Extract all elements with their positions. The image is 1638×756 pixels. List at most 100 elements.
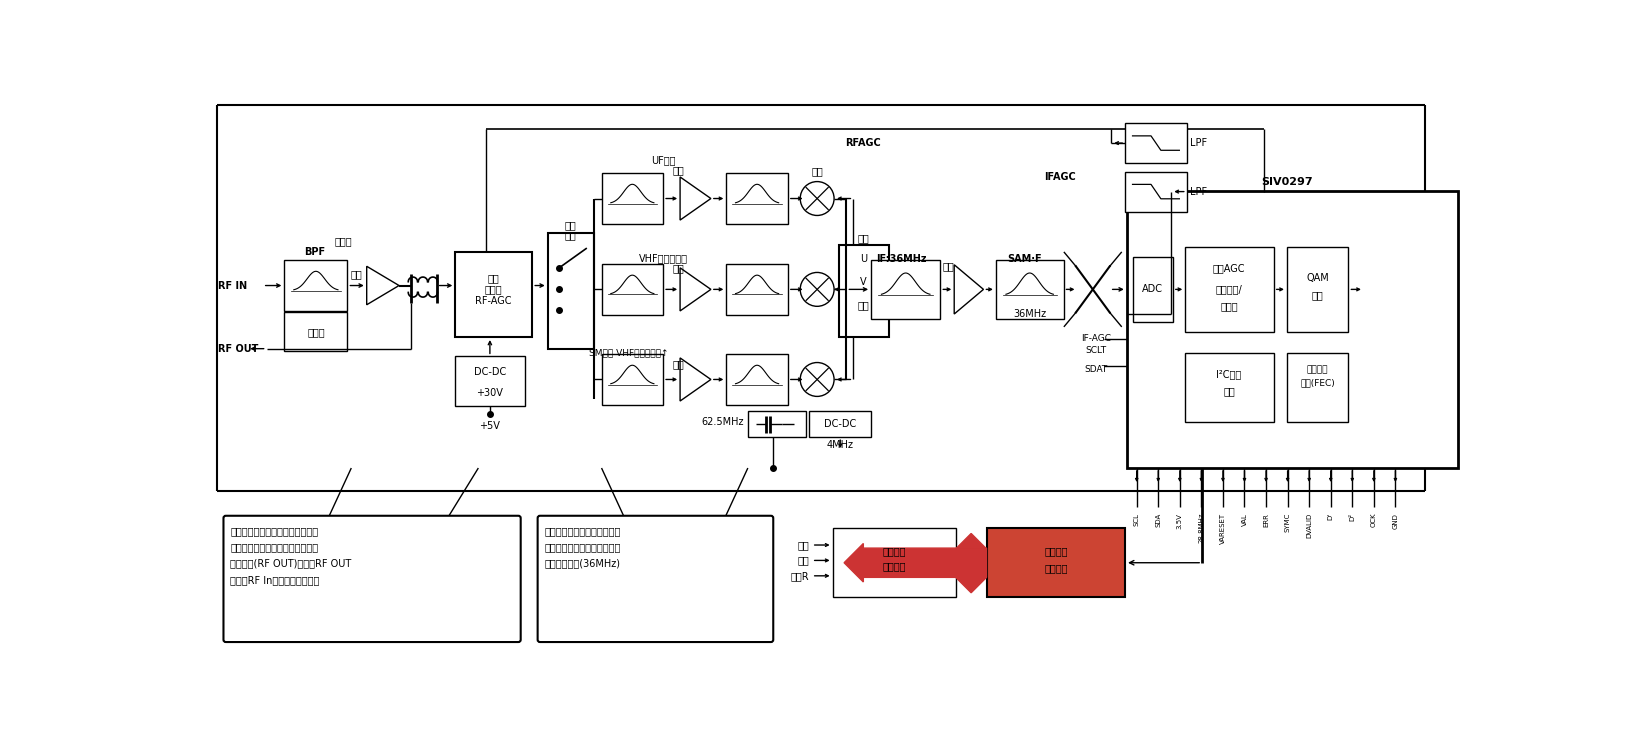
Bar [726,264,788,314]
Text: D²: D² [1350,513,1355,521]
Bar [601,264,663,314]
Bar [1186,247,1274,332]
Text: 音频: 音频 [798,556,809,565]
Text: 28.8MHz: 28.8MHz [1199,513,1204,543]
Text: 3.5V: 3.5V [1176,513,1183,528]
Text: IF:36MHz: IF:36MHz [876,253,927,264]
Text: 旁通道: 旁通道 [306,327,324,336]
Text: ADC: ADC [1142,284,1163,294]
Text: RF OUT: RF OUT [218,344,259,354]
FancyArrow shape [844,544,986,582]
Text: DC-DC: DC-DC [473,367,506,376]
Text: SYMC: SYMC [1284,513,1291,532]
Bar [285,260,347,311]
Bar [726,173,788,224]
Text: SIV0297: SIV0297 [1261,177,1312,187]
FancyBboxPatch shape [537,516,773,642]
Bar [1125,172,1188,212]
Text: 分路器: 分路器 [334,236,352,246]
Text: VAL: VAL [1242,513,1248,525]
Text: +30V: +30V [477,388,503,398]
Text: 数字信号: 数字信号 [1043,546,1068,556]
Text: 数字AGC: 数字AGC [1212,263,1245,273]
Text: RFAGC: RFAGC [845,138,881,148]
Bar [1133,257,1173,322]
Text: OCK: OCK [1371,513,1378,527]
Text: BPF: BPF [305,247,326,258]
Bar [749,411,806,437]
Text: DVALID: DVALID [1305,513,1312,538]
Text: SCLT: SCLT [1086,346,1106,355]
Text: 放大: 放大 [673,263,685,273]
Text: 输出电路: 输出电路 [883,562,906,572]
Text: DC-DC: DC-DC [824,419,857,429]
Text: 音频视频: 音频视频 [883,546,906,556]
Bar [871,260,940,318]
Text: I²C总线: I²C总线 [1217,369,1242,379]
Text: 数字滤波/: 数字滤波/ [1215,284,1243,294]
Text: VHF（高）波段: VHF（高）波段 [639,253,688,264]
Text: RF IN: RF IN [218,280,247,290]
Bar [547,233,595,349]
Text: U: U [860,253,867,264]
Text: VARESET: VARESET [1220,513,1225,544]
Text: 62.5MHz: 62.5MHz [701,417,744,427]
Bar [285,312,347,351]
Text: +5V: +5V [480,420,500,431]
Bar [1127,191,1458,468]
Text: SAM·F: SAM·F [1007,253,1042,264]
Text: LPF: LPF [1189,187,1207,197]
Bar [455,253,532,337]
Bar [832,528,955,597]
Text: D': D' [1328,513,1333,520]
Text: 4MHz: 4MHz [827,440,853,450]
Text: 处理电路: 处理电路 [1043,563,1068,573]
Text: 放大器: 放大器 [485,284,503,294]
Text: 本振: 本振 [857,300,870,310]
Text: 射频输入信号经放大后分成两路，
一路送给高频放大器，一路送到射
频输出端(RF OUT)，因此RF OUT
端包含RF In端的全部信号成分: 射频输入信号经放大后分成两路， 一路送给高频放大器，一路送到射 频输出端(RF … [231,525,352,585]
Text: SCL: SCL [1133,513,1140,525]
Text: 开关: 开关 [565,231,577,240]
Text: 36MHz: 36MHz [1012,309,1047,319]
Text: RF-AGC: RF-AGC [475,296,513,306]
Text: 混频: 混频 [811,166,822,177]
Text: 向前纠码: 向前纠码 [1307,365,1328,374]
Text: UF波段: UF波段 [650,155,675,165]
Text: 高频放大后的信号分成三个波
段进行放大和混频处理，然后
变成中频信号(36MHz): 高频放大后的信号分成三个波 段进行放大和混频处理，然后 变成中频信号(36MHz… [544,525,621,569]
Bar [1287,247,1348,332]
Text: 视频: 视频 [798,540,809,550]
Text: 校正(FEC): 校正(FEC) [1301,379,1335,388]
Bar [726,354,788,405]
Polygon shape [955,534,986,549]
Text: 高频: 高频 [488,273,500,283]
Text: 均衡器: 均衡器 [1220,302,1238,311]
Bar [1125,123,1188,163]
Text: IFAGC: IFAGC [1043,172,1076,182]
Text: 放大: 放大 [351,269,362,279]
Text: V: V [860,277,867,287]
Bar [601,354,663,405]
Bar [996,260,1063,318]
Text: ERR: ERR [1263,513,1269,527]
Text: SDA: SDA [1155,513,1161,527]
Text: LPF: LPF [1189,138,1207,148]
Text: 放大: 放大 [673,359,685,369]
Bar [809,411,871,437]
Text: 解调: 解调 [1312,290,1324,301]
Bar [455,356,524,407]
Bar [601,173,663,224]
Bar [986,528,1125,597]
Text: SM波段 VHF（低）波段↑: SM波段 VHF（低）波段↑ [588,348,668,357]
Bar [1186,352,1274,422]
Text: 接口: 接口 [1224,386,1235,396]
Bar [839,245,889,337]
FancyBboxPatch shape [223,516,521,642]
Polygon shape [955,578,986,593]
Text: 放大: 放大 [673,165,685,175]
Bar [1287,352,1348,422]
Text: 放大: 放大 [942,262,953,271]
Text: 本振: 本振 [857,234,870,243]
Text: 切换: 切换 [565,221,577,231]
Text: IF-AGC: IF-AGC [1081,334,1111,343]
Text: GND: GND [1392,513,1399,528]
